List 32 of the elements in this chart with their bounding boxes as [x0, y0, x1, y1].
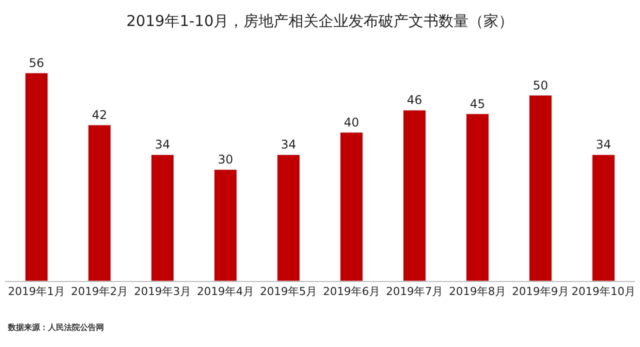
- x-tick-label: 2019年4月: [197, 285, 254, 298]
- data-label: 34: [154, 138, 170, 152]
- x-tick-label: 2019年9月: [512, 285, 569, 298]
- bar: [402, 110, 426, 281]
- x-tick-label: 2019年8月: [449, 285, 506, 298]
- bar: [528, 95, 552, 281]
- x-tick-label: 2019年3月: [134, 285, 191, 298]
- bar: [150, 154, 174, 281]
- x-tick-label: 2019年10月: [572, 285, 636, 298]
- chart-title: 2019年1-10月，房地产相关企业发布破产文书数量（家）: [126, 12, 514, 30]
- bar: [592, 154, 616, 281]
- source-note: 数据来源：人民法院公告网: [7, 323, 104, 332]
- data-label: 40: [344, 115, 360, 130]
- bar: [88, 124, 112, 281]
- x-tick-label: 2019年5月: [260, 285, 317, 298]
- bar: [276, 154, 300, 281]
- bar: [214, 169, 238, 281]
- bar: [340, 132, 364, 281]
- data-label: 50: [532, 78, 548, 92]
- data-label: 34: [280, 138, 296, 152]
- bar: [466, 114, 490, 281]
- data-label: 46: [406, 93, 422, 108]
- x-tick-label: 2019年6月: [323, 285, 380, 298]
- x-tick-label: 2019年7月: [386, 285, 443, 298]
- data-label: 45: [470, 96, 486, 111]
- x-tick-label: 2019年2月: [71, 285, 128, 298]
- data-label: 34: [596, 138, 612, 152]
- data-label: 42: [92, 108, 108, 122]
- bar: [24, 72, 48, 281]
- data-label: 30: [218, 152, 234, 167]
- x-tick-label: 2019年1月: [8, 285, 65, 298]
- data-label: 56: [28, 56, 44, 70]
